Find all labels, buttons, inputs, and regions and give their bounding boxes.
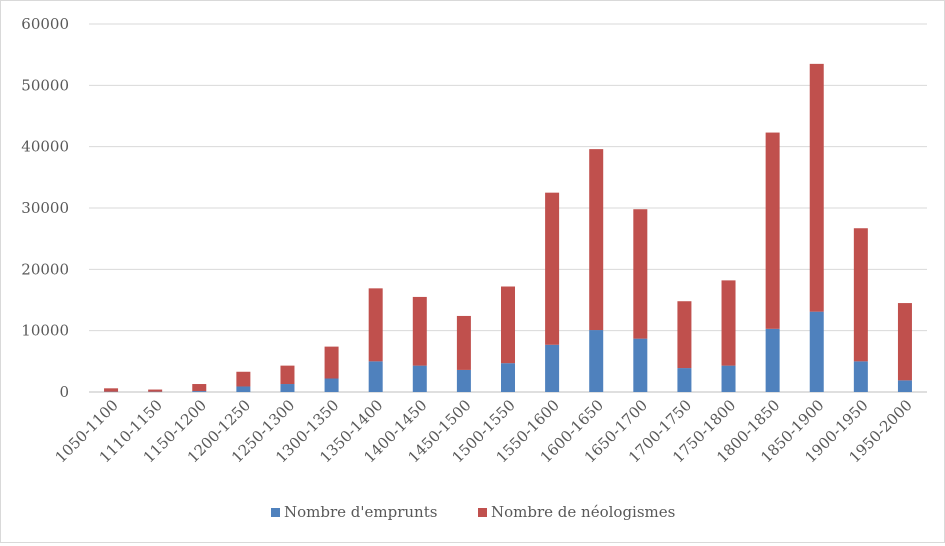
bar-emprunts [854, 361, 868, 392]
bar-emprunts [457, 370, 471, 392]
bar-emprunts [589, 330, 603, 392]
bar-neologismes [236, 372, 250, 387]
bar-emprunts [766, 329, 780, 392]
bar-neologismes [854, 228, 868, 361]
bar-emprunts [545, 345, 559, 392]
bar-emprunts [369, 361, 383, 392]
y-axis: 0 10000 20000 30000 40000 50000 60000 [21, 15, 69, 401]
legend-swatch-neologismes [478, 508, 487, 517]
bar-neologismes [633, 209, 647, 338]
bar-emprunts [413, 366, 427, 392]
bar-neologismes [810, 64, 824, 312]
y-tick-label: 40000 [21, 138, 69, 156]
bar-neologismes [501, 287, 515, 364]
bar-emprunts [722, 366, 736, 392]
y-tick-label: 20000 [21, 260, 69, 278]
bar-emprunts [633, 339, 647, 392]
x-axis: 1050-11001110-11501150-12001200-12501250… [52, 396, 916, 466]
bar-emprunts [810, 312, 824, 392]
bar-neologismes [369, 288, 383, 361]
legend-label-neologismes: Nombre de néologismes [491, 503, 675, 521]
bar-neologismes [766, 133, 780, 329]
y-tick-label: 50000 [21, 76, 69, 94]
y-tick-label: 10000 [21, 322, 69, 340]
bar-neologismes [545, 193, 559, 345]
y-tick-label: 30000 [21, 199, 69, 217]
legend-label-emprunts: Nombre d'emprunts [284, 503, 437, 521]
bar-emprunts [280, 384, 294, 392]
bar-neologismes [413, 297, 427, 366]
y-tick-label: 60000 [21, 15, 69, 33]
bar-emprunts [677, 368, 691, 392]
y-tick-label: 0 [59, 383, 69, 401]
bar-neologismes [898, 303, 912, 380]
legend: Nombre d'emprunts Nombre de néologismes [271, 503, 675, 521]
bar-emprunts [192, 391, 206, 392]
bar-emprunts [236, 386, 250, 392]
bar-neologismes [192, 384, 206, 391]
bar-emprunts [325, 379, 339, 392]
bar-neologismes [677, 301, 691, 368]
bar-neologismes [722, 280, 736, 365]
bar-neologismes [148, 390, 162, 392]
bar-neologismes [104, 388, 118, 391]
bar-neologismes [589, 149, 603, 330]
bar-neologismes [280, 366, 294, 384]
bar-neologismes [325, 347, 339, 379]
bar-emprunts [501, 363, 515, 392]
legend-swatch-emprunts [271, 508, 280, 517]
bars [104, 64, 912, 392]
bar-emprunts [898, 380, 912, 392]
bar-neologismes [457, 316, 471, 370]
